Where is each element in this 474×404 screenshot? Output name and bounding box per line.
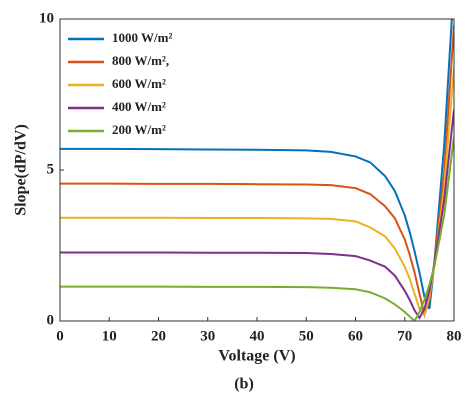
y-tick-label: 0 xyxy=(47,312,55,328)
x-axis-label: Voltage (V) xyxy=(218,348,295,365)
x-tick-label: 70 xyxy=(397,328,412,344)
x-tick-label: 50 xyxy=(299,328,314,344)
legend-label: 1000 W/m² xyxy=(112,30,172,45)
x-tick-label: 0 xyxy=(56,328,64,344)
x-tick-label: 40 xyxy=(250,328,265,344)
y-tick-label: 5 xyxy=(47,161,55,177)
legend-label: 200 W/m² xyxy=(112,122,166,137)
x-tick-label: 30 xyxy=(200,328,215,344)
x-tick-label: 20 xyxy=(151,328,166,344)
y-axis-label: Slope(dP/dV) xyxy=(13,124,30,216)
series-line xyxy=(60,136,454,321)
series-line xyxy=(60,67,454,318)
legend-label: 400 W/m² xyxy=(112,99,166,114)
x-tick-label: 60 xyxy=(348,328,363,344)
legend-label: 800 W/m², xyxy=(112,53,169,68)
series-line xyxy=(60,24,454,319)
x-tick-label: 80 xyxy=(447,328,462,344)
caption: (b) xyxy=(234,376,254,393)
series-line xyxy=(60,19,453,310)
y-tick-label: 10 xyxy=(39,10,54,26)
legend-label: 600 W/m² xyxy=(112,76,166,91)
x-tick-label: 10 xyxy=(102,328,117,344)
plot-area xyxy=(60,19,454,321)
series-line xyxy=(60,109,454,320)
